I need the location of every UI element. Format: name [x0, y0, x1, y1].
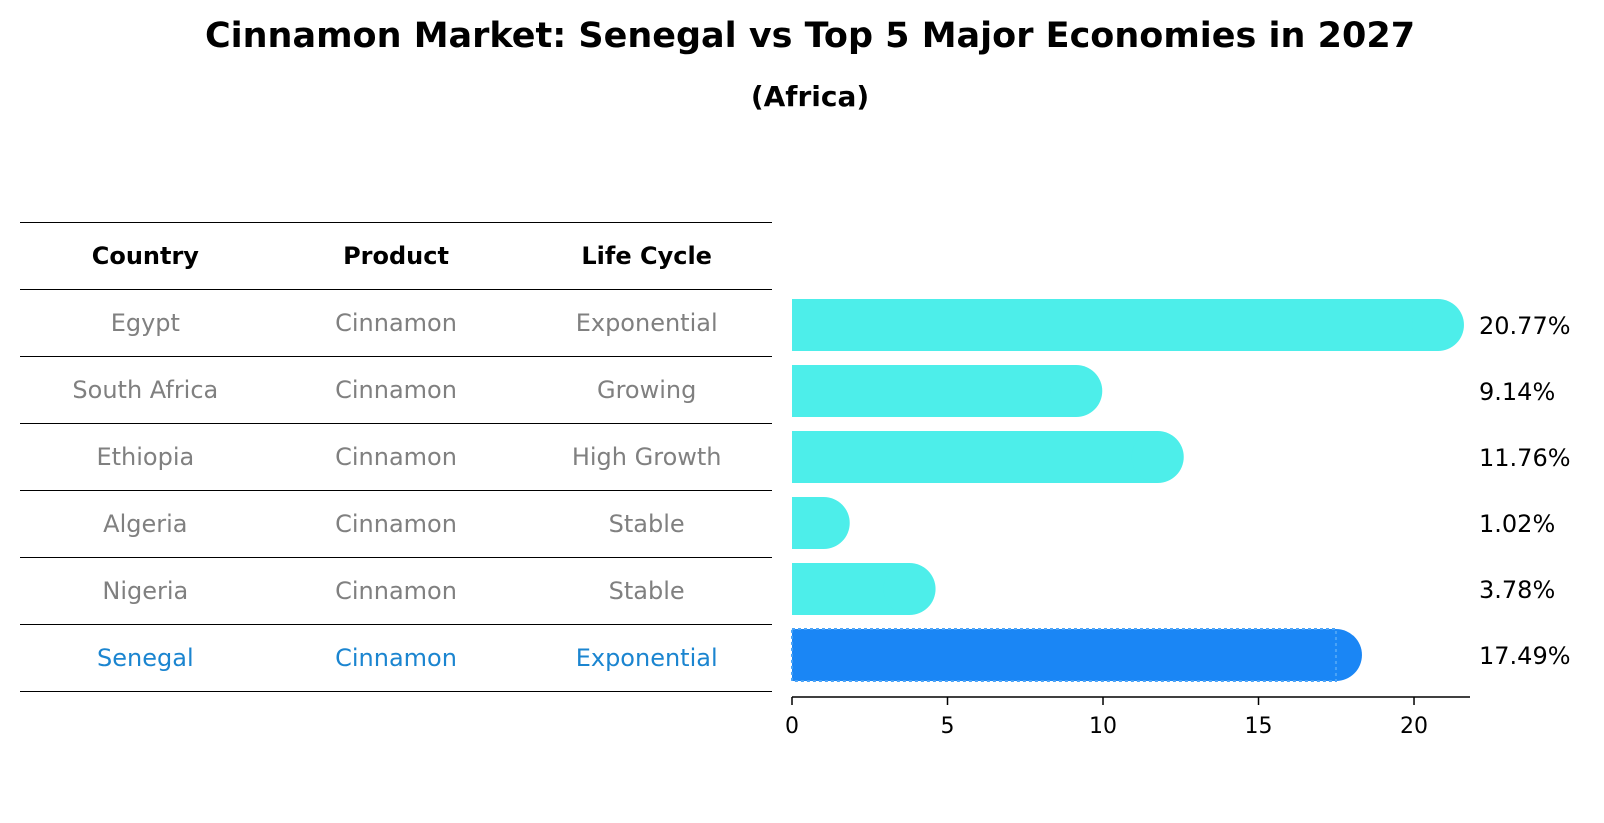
chart-subtitle: (Africa): [750, 80, 870, 113]
table-row: Nigeria Cinnamon Stable: [20, 557, 772, 624]
bar: [792, 629, 1336, 681]
product-cell: Cinnamon: [335, 577, 457, 605]
country-cell: Nigeria: [102, 577, 189, 605]
life-cycle-cell: High Growth: [571, 443, 722, 471]
value-label: 1.02%: [1479, 510, 1555, 538]
value-label: 20.77%: [1479, 312, 1571, 340]
life-cycle-cell: Exponential: [575, 644, 718, 672]
product-cell: Cinnamon: [335, 510, 457, 538]
x-tick-label: 10: [1089, 714, 1117, 739]
x-tick-label: 5: [941, 714, 955, 739]
bar-cap: [1411, 299, 1464, 351]
country-cell: South Africa: [72, 376, 219, 404]
bar: [792, 299, 1438, 351]
bar: [792, 365, 1077, 417]
product-cell: Cinnamon: [335, 376, 457, 404]
x-tick-label: 20: [1400, 714, 1428, 739]
bar-cap: [883, 563, 936, 615]
table-row: Egypt Cinnamon Exponential: [20, 289, 772, 356]
value-label: 11.76%: [1479, 444, 1571, 472]
value-label: 17.49%: [1479, 642, 1571, 670]
product-cell: Cinnamon: [335, 309, 457, 337]
table-row: Ethiopia Cinnamon High Growth: [20, 423, 772, 490]
country-cell: Ethiopia: [96, 443, 195, 471]
bar-cap: [1131, 431, 1184, 483]
chart-title: Cinnamon Market: Senegal vs Top 5 Major …: [204, 16, 1416, 56]
value-label: 3.78%: [1479, 576, 1555, 604]
value-label: 9.14%: [1479, 378, 1555, 406]
bar-cap: [1309, 629, 1362, 681]
life-cycle-cell: Growing: [596, 376, 697, 404]
table-row-highlighted: Senegal Cinnamon Exponential: [20, 624, 772, 692]
product-cell: Cinnamon: [335, 443, 457, 471]
country-cell: Algeria: [103, 510, 188, 538]
bar-outline: [791, 628, 1337, 682]
life-cycle-cell: Stable: [608, 510, 685, 538]
table-header-row: Country Product Life Cycle: [20, 222, 772, 289]
life-cycle-cell: Stable: [608, 577, 685, 605]
bar: [792, 431, 1158, 483]
bar-cap: [797, 497, 850, 549]
life-cycle-cell: Exponential: [575, 309, 718, 337]
table-row: South Africa Cinnamon Growing: [20, 356, 772, 423]
x-tick-label: 15: [1245, 714, 1273, 739]
header-life-cycle: Life Cycle: [581, 242, 712, 270]
header-country: Country: [91, 242, 199, 270]
x-tick-label: 0: [785, 714, 799, 739]
bar-cap: [1050, 365, 1103, 417]
data-table: Country Product Life Cycle Egypt Cinnamo…: [20, 222, 772, 692]
country-cell: Egypt: [110, 309, 180, 337]
header-product: Product: [343, 242, 449, 270]
table-row: Algeria Cinnamon Stable: [20, 490, 772, 557]
country-cell: Senegal: [97, 644, 194, 672]
product-cell: Cinnamon: [335, 644, 457, 672]
